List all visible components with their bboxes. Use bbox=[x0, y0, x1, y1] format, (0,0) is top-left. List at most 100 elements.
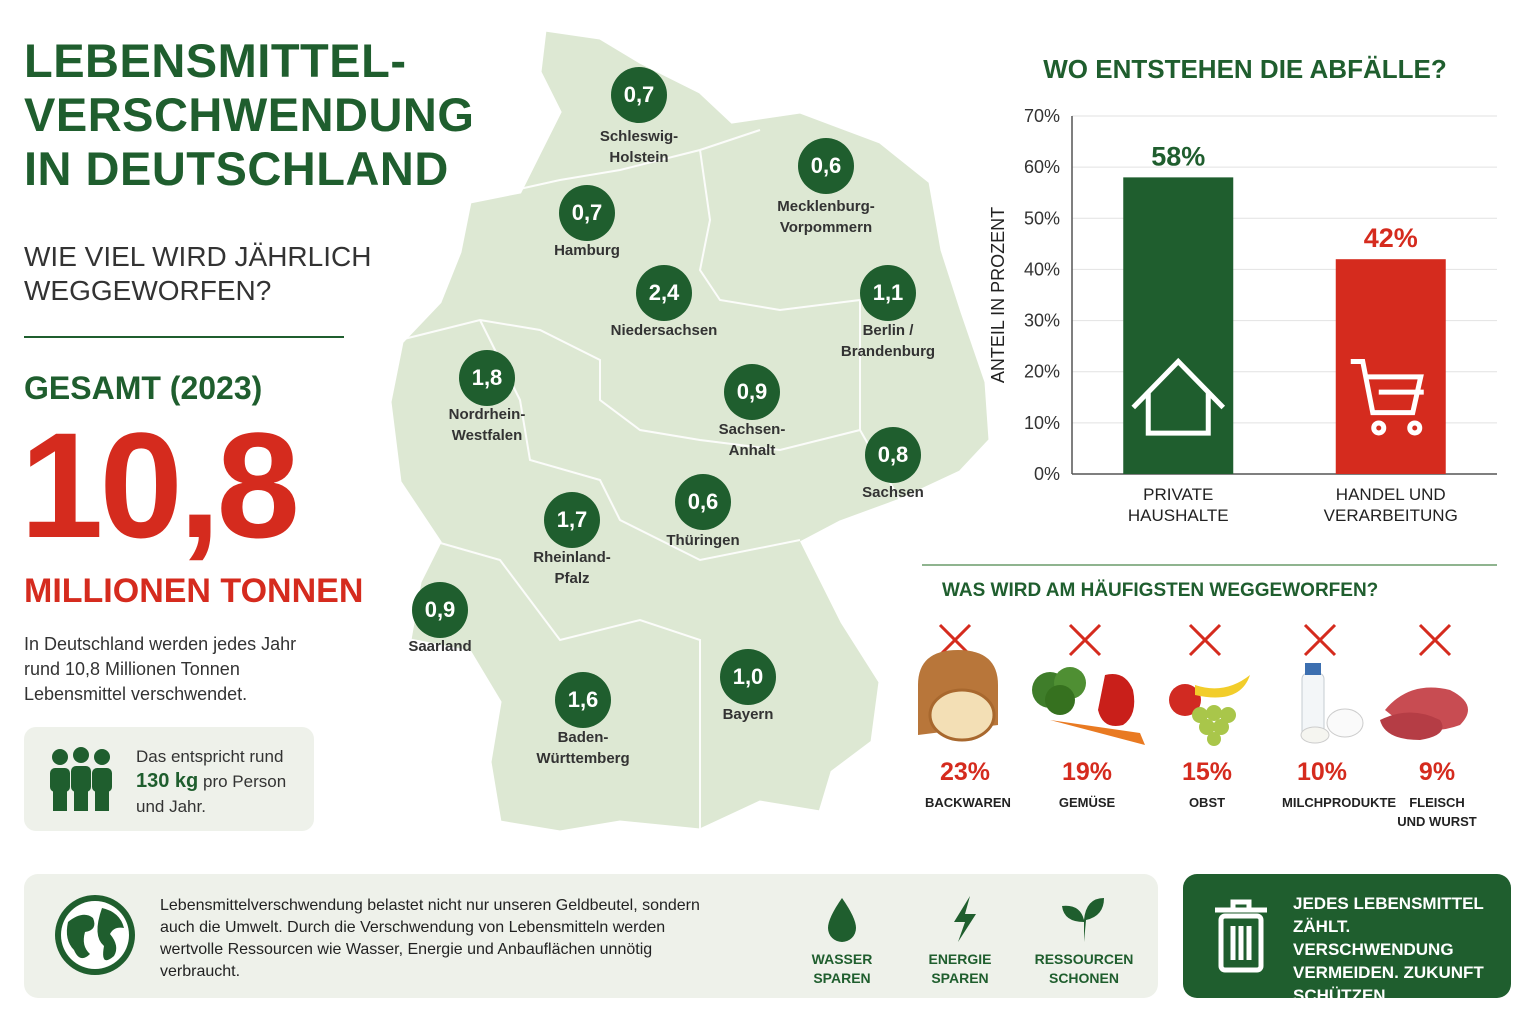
footer-icon-label: ENERGIE SPAREN bbox=[928, 951, 992, 986]
y-tick-label: 60% bbox=[1024, 157, 1060, 177]
total-label: GESAMT (2023) bbox=[24, 370, 263, 406]
total-unit: MILLIONEN TONNEN bbox=[24, 572, 364, 610]
bar-icons bbox=[1131, 357, 1424, 436]
cart-icon bbox=[1350, 358, 1424, 416]
food-item: 15% OBST bbox=[1147, 758, 1267, 812]
bar bbox=[1123, 177, 1234, 474]
food-percent: 9% bbox=[1418, 758, 1456, 786]
region-label: Thüringen bbox=[623, 530, 783, 551]
footer-icon-label: RESSOURCEN SCHONEN bbox=[1034, 951, 1134, 986]
region-label-line: Saarland bbox=[408, 638, 472, 655]
region-value: 1,1 bbox=[860, 265, 916, 321]
food-illustrations bbox=[918, 623, 1468, 746]
state-borders bbox=[399, 129, 901, 830]
region-label-line: Brandenburg bbox=[840, 343, 936, 360]
y-tick-label: 40% bbox=[1024, 259, 1060, 279]
per-person-before: Das entspricht rund bbox=[136, 747, 284, 766]
food-label: FLEISCH UND WURST bbox=[1397, 795, 1477, 829]
y-tick-label: 70% bbox=[1024, 106, 1060, 126]
value-label: 42% bbox=[1364, 223, 1418, 253]
title-line: IN DEUTSCHLAND bbox=[24, 142, 449, 195]
title: LEBENSMITTEL- VERSCHWENDUNG IN DEUTSCHLA… bbox=[24, 34, 474, 196]
foods-title: WAS WIRD AM HÄUFIGSTEN WEGGEWORFEN? bbox=[942, 580, 1379, 601]
per-person-after: pro Person und Jahr. bbox=[136, 772, 287, 816]
food-label: BACKWAREN bbox=[925, 795, 1011, 810]
region-value: 0,6 bbox=[675, 474, 731, 530]
region-value: 1,6 bbox=[555, 672, 611, 728]
title-line: VERSCHWENDUNG bbox=[24, 88, 475, 141]
region-label-line: Württemberg bbox=[536, 750, 630, 767]
region-label-line: Pfalz bbox=[554, 570, 590, 587]
total-value: 10,8 bbox=[20, 401, 300, 569]
region-label: Sachsen bbox=[813, 482, 973, 503]
region-label: Baden- Württemberg bbox=[503, 727, 663, 769]
region-label: Mecklenburg- Vorpommern bbox=[746, 196, 906, 238]
footer-box: Lebensmittelverschwendung belastet nicht… bbox=[24, 874, 1158, 998]
region-label: Berlin / Brandenburg bbox=[808, 320, 968, 362]
region-value: 1,0 bbox=[720, 649, 776, 705]
bread bbox=[918, 650, 998, 742]
subtitle-line: WIE VIEL WIRD JÄHRLICH bbox=[24, 241, 372, 272]
chart-title: WO ENTSTEHEN DIE ABFÄLLE? bbox=[1043, 54, 1447, 84]
title-line: LEBENSMITTEL- bbox=[24, 34, 407, 87]
region-label-line: Nordrhein- bbox=[448, 406, 526, 423]
call-to-action: JEDES LEBENSMITTEL ZÄHLT. VERSCHWENDUNG … bbox=[1293, 894, 1484, 1005]
y-tick-label: 30% bbox=[1024, 311, 1060, 331]
house-icon bbox=[1131, 357, 1226, 436]
region-label: Hamburg bbox=[507, 240, 667, 261]
food-percent: 23% bbox=[939, 758, 991, 786]
food-item: 10% MILCHPRODUKTE bbox=[1262, 758, 1397, 812]
per-person-amount: 130 kg bbox=[136, 770, 199, 792]
footer-icons bbox=[828, 896, 1104, 942]
food-percent: 19% bbox=[1061, 758, 1113, 786]
region-label-line: Rheinland- bbox=[533, 549, 611, 566]
y-tick-label: 0% bbox=[1034, 464, 1060, 484]
trash-icon bbox=[1215, 899, 1267, 973]
food-item: 23% BACKWAREN bbox=[905, 758, 1025, 812]
region-label: Nordrhein- Westfalen bbox=[407, 404, 567, 446]
region-value: 2,4 bbox=[636, 265, 692, 321]
region-label: Bayern bbox=[668, 704, 828, 725]
map-shape bbox=[388, 28, 992, 834]
vegetables bbox=[1032, 667, 1145, 745]
y-tick-label: 50% bbox=[1024, 208, 1060, 228]
total-text: In Deutschland werden jedes Jahr rund 10… bbox=[24, 634, 297, 704]
region-label-line: Schleswig- bbox=[599, 128, 679, 145]
call-to-action-box: JEDES LEBENSMITTEL ZÄHLT. VERSCHWENDUNG … bbox=[1183, 874, 1511, 1005]
bar bbox=[1335, 259, 1446, 474]
x-tick-label: HANDEL UND VERARBEITUNG bbox=[1323, 485, 1458, 525]
region-label-line: Bayern bbox=[722, 706, 774, 723]
value-label: 58% bbox=[1151, 141, 1205, 171]
region-label-line: Niedersachsen bbox=[610, 322, 718, 339]
footer-text: Lebensmittelverschwendung belastet nicht… bbox=[160, 897, 700, 980]
fruit bbox=[1169, 675, 1250, 746]
region-label-line: Thüringen bbox=[666, 532, 740, 549]
divider bbox=[922, 564, 1497, 566]
globe-icon bbox=[55, 895, 135, 975]
dairy bbox=[1300, 663, 1364, 744]
cross-marks bbox=[938, 623, 1452, 657]
food-item: 19% GEMÜSE bbox=[1027, 758, 1147, 812]
region-label-line: Mecklenburg- bbox=[777, 198, 875, 215]
region-label: Rheinland- Pfalz bbox=[492, 547, 652, 589]
region-label-line: Berlin / bbox=[862, 322, 914, 339]
subtitle: WIE VIEL WIRD JÄHRLICH WEGGEWORFEN? bbox=[24, 240, 371, 308]
footer-icon-label: WASSER SPAREN bbox=[811, 951, 873, 986]
region-value: 0,8 bbox=[865, 427, 921, 483]
region-label-line: Sachsen- bbox=[718, 421, 786, 438]
region-label-line: Hamburg bbox=[554, 242, 620, 259]
bar-chart: ANTEIL IN PROZENT 0% 10% 20% 30% 40% 50% 60% 70… bbox=[988, 106, 1497, 484]
cart-wheel bbox=[1407, 420, 1423, 436]
food-percent: 10% bbox=[1296, 758, 1348, 786]
y-axis-label: ANTEIL IN PROZENT bbox=[988, 207, 1008, 383]
food-label: OBST bbox=[1188, 795, 1226, 810]
region-label: Schleswig- Holstein bbox=[559, 126, 719, 168]
food-label: MILCHPRODUKTE bbox=[1282, 795, 1397, 810]
y-tick-label: 20% bbox=[1024, 362, 1060, 382]
divider bbox=[24, 336, 344, 338]
food-item: 9% FLEISCH UND WURST bbox=[1377, 758, 1497, 831]
per-person-text: Das entspricht rund 130 kg pro Person un… bbox=[136, 744, 306, 819]
region-label: Sachsen- Anhalt bbox=[672, 419, 832, 461]
region-value: 0,7 bbox=[559, 185, 615, 241]
